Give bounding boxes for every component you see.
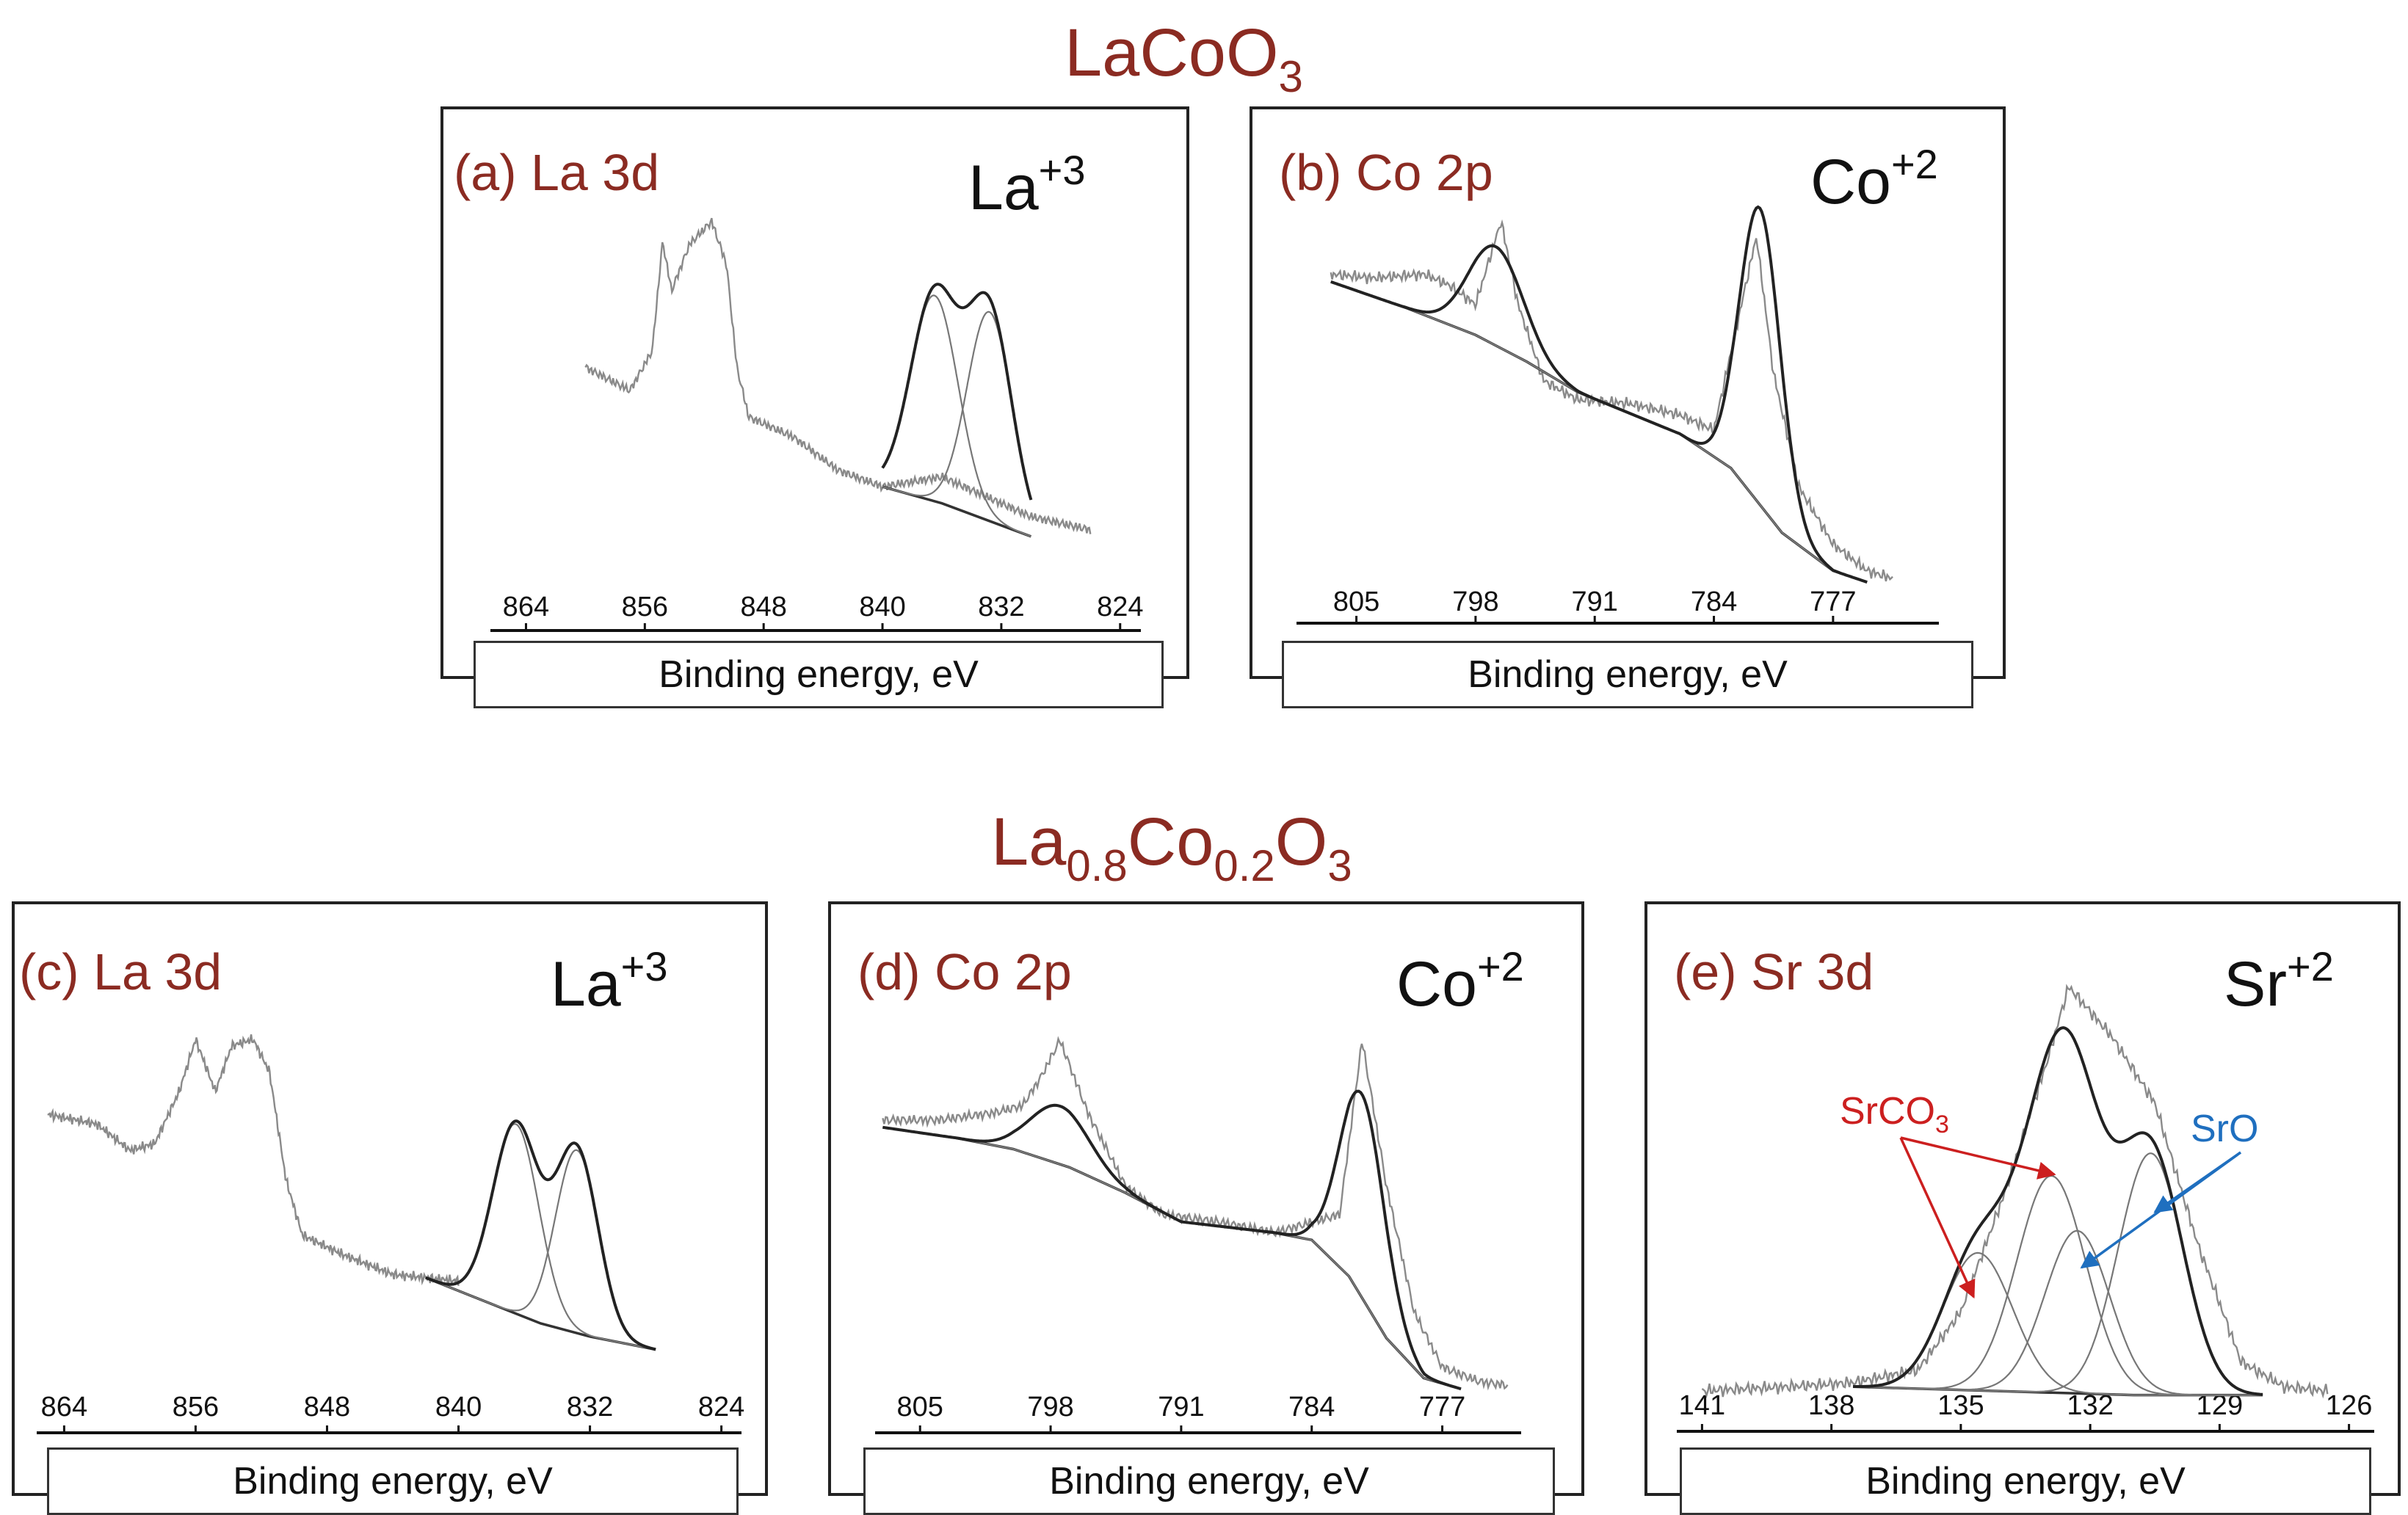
tick-label: 848 [740,592,786,622]
tick-label: 791 [1572,586,1618,617]
tick-label: 141 [1679,1390,1725,1421]
tick-label: 805 [897,1392,943,1423]
group-title-lacoo3: LaCoO3 [1065,15,1303,101]
panel-d: 805 798 791 784 777 (d) Co 2p Co+2 Binding e… [828,901,1584,1515]
panel-b: 805 798 791 784 777 (b) Co 2p Co+2 Binding e… [1250,106,2006,708]
panel-e: 141 138 135 132 129 126 (e) Sr 3d Sr+2 SrCO3 … [1644,901,2401,1515]
plot-e: 141 138 135 132 129 126 [1677,984,2374,1433]
panel-title-b: (b) Co 2p [1279,144,1493,201]
tick-label: 824 [698,1392,744,1423]
tick-label: 138 [1808,1390,1854,1421]
fit-envelope [882,1089,1462,1391]
xlabel-e: Binding energy, eV [1680,1447,2371,1515]
state-label-a: La+3 [968,147,1086,223]
tick-label: 856 [622,592,668,622]
fit-component-peak [882,294,1031,537]
plot-c: 864 856 848 840 832 824 [37,1034,744,1434]
xlabel-d: Binding energy, eV [863,1447,1555,1515]
raw-spectrum [882,1036,1509,1391]
xlabel-c: Binding energy, eV [47,1447,739,1515]
background-line [425,1276,656,1351]
tick-label: 135 [1937,1390,1984,1421]
panel-title-e: (e) Sr 3d [1674,943,1874,1000]
tick-label: 864 [503,592,549,622]
tick-label: 864 [41,1392,87,1423]
fit-component-peak [882,310,1032,501]
tick-label: 832 [978,592,1024,622]
tick-label: 805 [1333,586,1379,617]
raw-spectrum [584,217,1092,534]
annotation-sro: SrO [2191,1108,2259,1150]
plot-d: 805 798 791 784 777 [875,1036,1521,1434]
panel-title-c: (c) La 3d [19,943,222,1000]
annotation-arrow-sro [2153,1151,2241,1213]
background-line [882,1126,1462,1390]
plot-b: 805 798 791 784 777 [1297,205,1939,625]
tick-label: 777 [1810,586,1856,617]
panel-c: 864 856 848 840 832 824 (c) La 3d La+3 Bindin… [12,901,768,1515]
raw-spectrum [47,1034,460,1287]
tick-label: 777 [1419,1392,1465,1423]
fit-envelope [425,1119,656,1351]
fit-component-peak [1330,206,1868,584]
background-line [882,485,1032,538]
fit-envelope [881,283,1033,501]
raw-spectrum [1330,219,1893,582]
annotation-arrow-srco3 [1900,1136,2056,1180]
raw-spectrum [1701,984,2329,1399]
tick-label: 840 [435,1392,482,1423]
tick-label: 856 [173,1392,219,1423]
tick-label: 848 [304,1392,350,1423]
fit-component-peak [1853,1152,2263,1395]
tick-label: 791 [1158,1392,1204,1423]
state-label-b: Co+2 [1810,141,1938,217]
tick-label: 784 [1288,1392,1335,1423]
tick-label: 824 [1097,592,1143,622]
panel-title-d: (d) Co 2p [857,943,1072,1000]
fit-envelope [1330,205,1868,584]
tick-label: 840 [859,592,905,622]
fit-component-peak [425,1123,656,1351]
tick-label: 798 [1452,586,1498,617]
state-label-c: La+3 [551,943,668,1020]
tick-label: 798 [1027,1392,1073,1423]
tick-label: 832 [567,1392,613,1423]
annotation-srco3: SrCO3 [1840,1090,1949,1138]
xlabel-b: Binding energy, eV [1282,641,1973,708]
panel-a: 864 856 848 840 832 824 (a) La 3d La+3 Bindin… [440,106,1189,708]
tick-label: 784 [1691,586,1737,617]
group-title-la08co02o3: La0.8Co0.2O3 [991,804,1352,890]
annotation-arrow-srco3 [1899,1137,1976,1299]
state-label-d: Co+2 [1396,943,1524,1020]
xlabel-a: Binding energy, eV [474,641,1164,708]
fit-envelope [1853,1026,2263,1396]
plot-a: 864 856 848 840 832 824 [490,217,1143,632]
state-label-e: Sr+2 [2224,943,2334,1020]
tick-label: 126 [2326,1390,2372,1421]
panel-title-a: (a) La 3d [454,144,660,201]
